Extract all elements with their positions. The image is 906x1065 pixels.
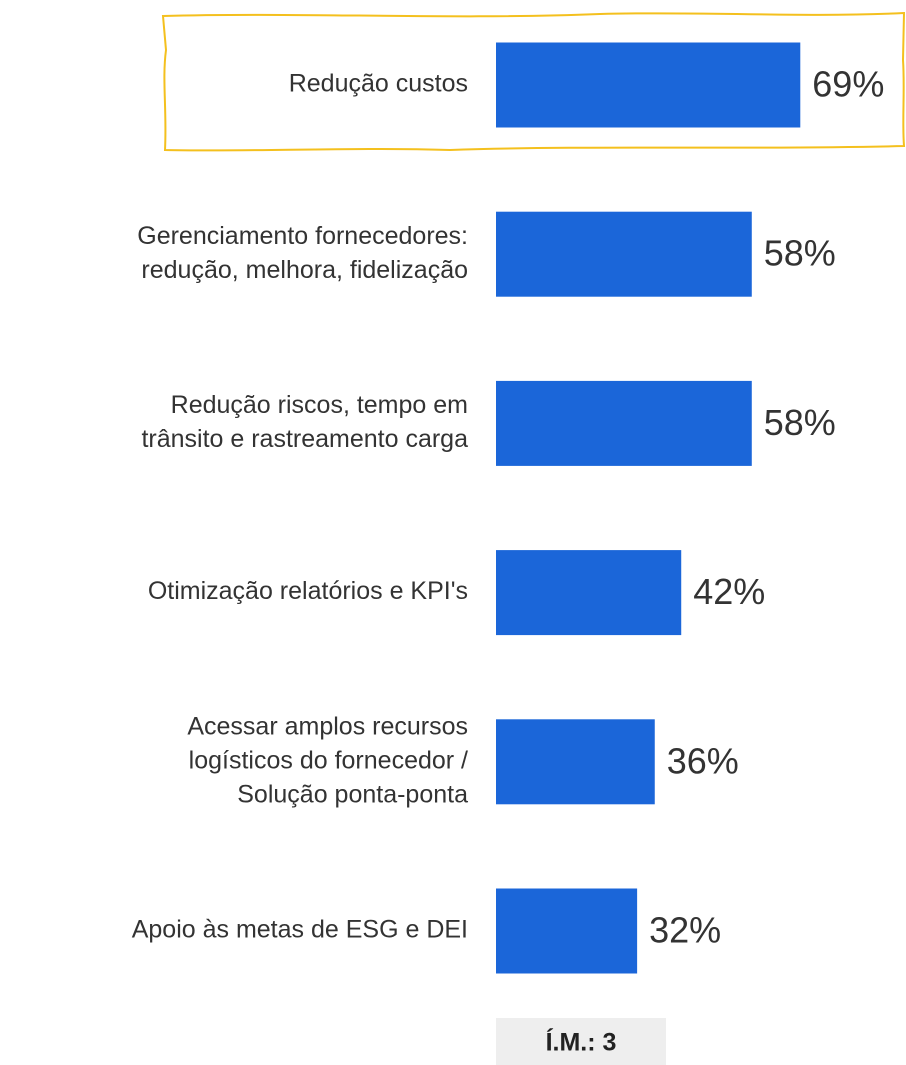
value-label: 42% [693,571,765,612]
category-label: redução, melhora, fidelização [141,256,468,284]
category-label: Gerenciamento fornecedores: [137,222,468,250]
value-label: 58% [764,233,836,274]
category-label: trânsito e rastreamento carga [141,425,468,453]
value-label: 69% [812,64,884,105]
value-label: 58% [764,402,836,443]
value-label: 36% [667,740,739,781]
bar [496,42,801,128]
category-label: Solução ponta-ponta [237,780,468,808]
bar [496,211,752,297]
bar [496,550,682,636]
bar [496,380,752,466]
category-label: Acessar amplos recursos [187,712,468,740]
note: Í.M.: 3 [546,1028,617,1057]
bar [496,888,638,974]
bar [496,719,655,805]
category-label: Apoio às metas de ESG e DEI [132,916,468,944]
note-box [496,1018,666,1065]
value-label: 32% [649,910,721,951]
category-label: Redução riscos, tempo em [171,391,468,419]
category-label: Otimização relatórios e KPI's [148,577,468,605]
category-label: Redução custos [289,70,468,98]
category-label: logísticos do fornecedor / [189,746,468,774]
highlight-box [161,11,906,152]
